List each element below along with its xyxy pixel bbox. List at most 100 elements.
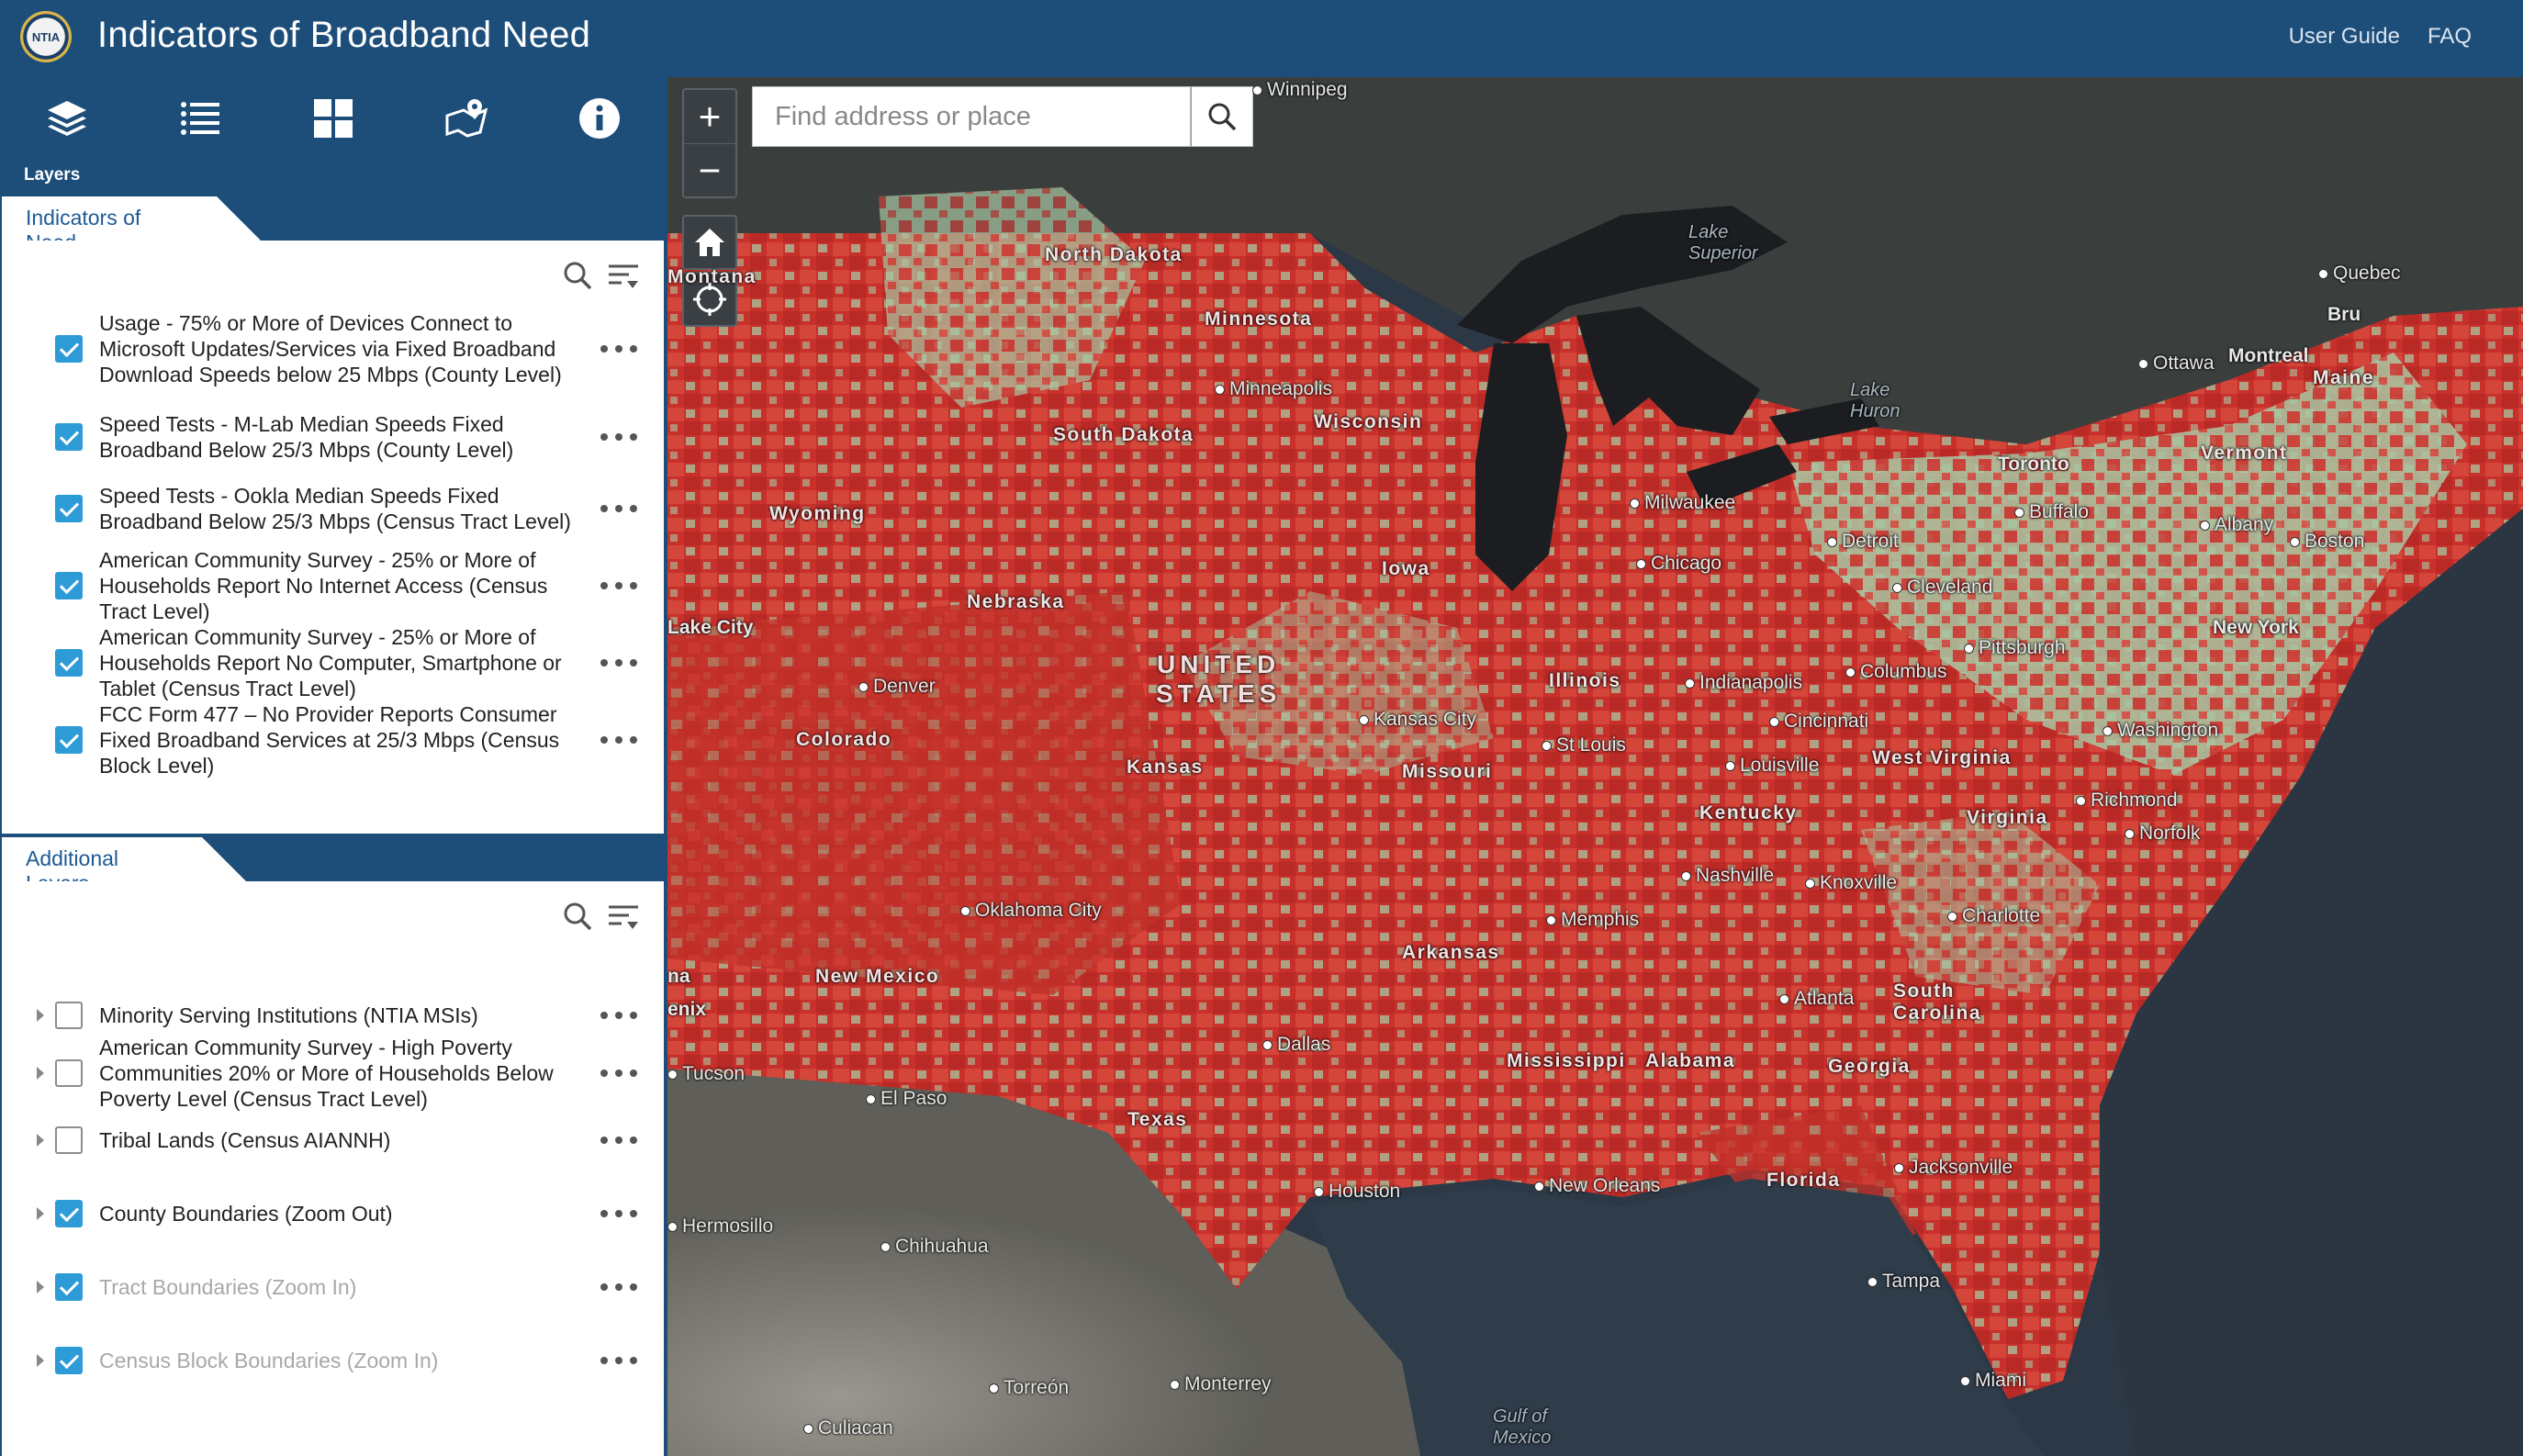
layer-options-button[interactable] [600,1351,637,1370]
more-dot [600,505,608,512]
layer-options-button[interactable] [600,1278,637,1296]
map-label-detroit: Detroit [1827,531,1899,553]
map-label-quebec: Quebec [2318,263,2401,285]
indicator-layer-row[interactable]: American Community Survey - 25% or More … [0,624,662,701]
map-label-tucson: Tucson [667,1063,745,1085]
additional-layer-row[interactable]: Tract Boundaries (Zoom In) [0,1267,662,1307]
layers-icon [47,101,86,136]
zoom-out-button[interactable]: − [684,143,735,196]
indicator-layer-row[interactable]: FCC Form 477 – No Provider Reports Consu… [0,701,662,778]
map-label-iowa: Iowa [1382,558,1430,579]
map-label-jacksonville: Jacksonville [1894,1157,2013,1179]
additional-layer-row[interactable]: County Boundaries (Zoom Out) [0,1193,662,1234]
layer-visibility-checkbox[interactable] [55,726,83,754]
additional-layer-row[interactable]: Minority Serving Institutions (NTIA MSIs… [0,995,662,1036]
layer-options-button[interactable] [600,428,637,446]
expand-arrow-icon[interactable] [37,1281,44,1294]
map-label-indianapolis: Indianapolis [1685,672,1802,694]
search-icon [1208,103,1237,131]
zoom-in-button[interactable]: + [698,95,722,138]
layer-options-button[interactable] [600,340,637,358]
indicators-tab[interactable]: Indicators of Need [2,196,217,254]
map-label-nashville: Nashville [1681,865,1774,887]
ntia-logo: NTIA [20,11,72,62]
map-label-lake-superior: Lake Superior [1688,222,1758,263]
layer-options-button[interactable] [600,731,637,749]
map-label-wyoming: Wyoming [769,503,866,524]
layer-visibility-checkbox[interactable] [55,495,83,522]
map-label-culiacan: Culiacan [803,1417,893,1439]
more-dot [630,659,637,666]
layer-visibility-checkbox[interactable] [55,1273,83,1301]
expand-arrow-icon[interactable] [37,1134,44,1147]
layer-visibility-checkbox[interactable] [55,1126,83,1154]
search-icon[interactable] [561,259,594,292]
expand-arrow-icon[interactable] [37,1207,44,1220]
indicator-layer-row[interactable]: American Community Survey - 25% or More … [0,547,662,624]
layer-visibility-checkbox[interactable] [55,335,83,363]
layer-visibility-checkbox[interactable] [55,1002,83,1029]
indicator-layer-row[interactable]: Speed Tests - M-Lab Median Speeds Fixed … [0,408,662,466]
more-dot [615,505,622,512]
layer-options-button[interactable] [600,654,637,672]
basemap-tool-button[interactable] [266,77,399,160]
more-dot [615,1357,622,1364]
search-icon[interactable] [561,900,594,933]
map-label-louisville: Louisville [1725,755,1819,777]
layer-options-button[interactable] [600,1131,637,1149]
more-dot [630,1070,637,1077]
expand-arrow-icon[interactable] [37,1067,44,1080]
map-label-virginia: Virginia [1967,807,2048,828]
more-dot [630,736,637,744]
map-label-montreal: Montreal [2228,345,2309,366]
layer-options-button[interactable] [600,499,637,518]
map-view[interactable]: + − Winnipeg Lake Superior Quebec Bru Montan… [667,77,2523,1456]
additional-layer-row[interactable]: American Community Survey - High Poverty… [0,1032,662,1114]
home-button[interactable] [682,215,737,270]
map-label-united-states: UNITED STATES [1156,650,1282,708]
expand-arrow-icon[interactable] [37,1009,44,1022]
map-pin-tool-button[interactable] [399,77,533,160]
map-label-boston: Boston [2290,531,2364,553]
layer-visibility-checkbox[interactable] [55,572,83,599]
filter-sort-icon[interactable] [607,259,640,292]
indicator-layer-row[interactable]: Usage - 75% or More of Devices Connect t… [0,292,662,406]
layer-visibility-checkbox[interactable] [55,649,83,677]
additional-layers-tab[interactable]: Additional Layers [2,837,202,895]
layer-visibility-checkbox[interactable] [55,1200,83,1227]
layer-options-button[interactable] [600,1006,637,1025]
map-label-south-carolina: South Carolina [1893,980,1982,1024]
map-label-new-orleans: New Orleans [1534,1175,1660,1197]
additional-layer-row[interactable]: Census Block Boundaries (Zoom In) [0,1340,662,1381]
choropleth-basemap [667,77,2523,1456]
map-label-texas: Texas [1127,1109,1188,1130]
search-button[interactable] [1191,86,1253,147]
layer-options-button[interactable] [600,1204,637,1223]
map-label-missouri: Missouri [1402,761,1493,782]
layer-visibility-checkbox[interactable] [55,423,83,451]
indicator-layer-row[interactable]: Speed Tests - Ookla Median Speeds Fixed … [0,470,662,547]
layer-label: Census Block Boundaries (Zoom In) [99,1349,439,1372]
layer-visibility-checkbox[interactable] [55,1347,83,1374]
search-input[interactable] [752,86,1191,147]
map-label-minnesota: Minnesota [1205,308,1313,330]
info-tool-button[interactable] [533,77,666,160]
additional-layer-row[interactable]: Tribal Lands (Census AIANNH) [0,1120,662,1160]
map-label-wisconsin: Wisconsin [1314,411,1423,432]
user-guide-link[interactable]: User Guide [2288,24,2400,49]
faq-link[interactable]: FAQ [2427,24,2472,49]
layer-visibility-checkbox[interactable] [55,1059,83,1087]
map-label-hermosillo: Hermosillo [667,1215,773,1238]
locate-button[interactable] [682,272,737,327]
filter-sort-icon[interactable] [607,900,640,933]
layers-tool-button[interactable] [0,77,133,160]
map-label-chicago: Chicago [1636,553,1721,575]
basemap-grid-icon [313,99,353,138]
expand-arrow-icon[interactable] [37,1354,44,1367]
legend-list-icon [180,102,219,135]
legend-tool-button[interactable] [133,77,266,160]
more-dot [615,345,622,353]
layer-options-button[interactable] [600,577,637,595]
layer-options-button[interactable] [600,1064,637,1082]
map-label-atlanta: Atlanta [1779,988,1854,1010]
